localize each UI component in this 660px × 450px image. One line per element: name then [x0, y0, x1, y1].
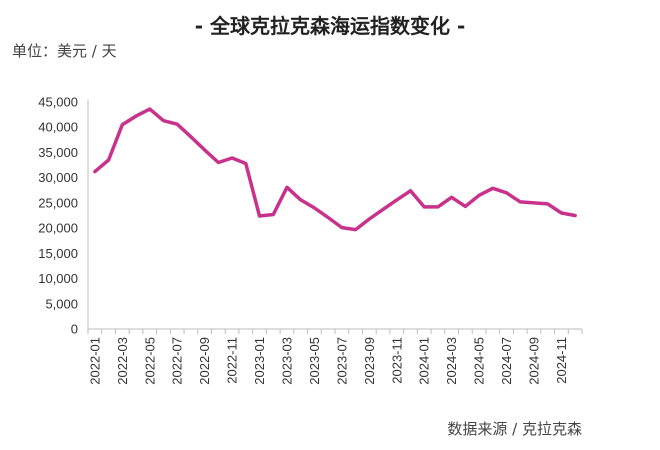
y-tick-label: 10,000 — [38, 271, 78, 286]
y-tick-label: 30,000 — [38, 170, 78, 185]
x-tick-label: 2022-01 — [87, 337, 102, 385]
unit-label: 单位：美元 / 天 — [12, 42, 117, 60]
x-tick-label: 2023-01 — [252, 337, 267, 385]
x-tick-label: 2024-03 — [444, 337, 459, 385]
x-tick-label: 2023-03 — [279, 337, 294, 385]
y-tick-label: 40,000 — [38, 120, 78, 135]
x-tick-label: 2024-11 — [554, 337, 569, 384]
series-line — [93, 107, 577, 232]
y-tick-label: 35,000 — [38, 145, 78, 160]
y-tick-label: 5,000 — [45, 296, 78, 311]
x-tick-label: 2022-07 — [170, 337, 185, 385]
series-layer — [93, 107, 577, 232]
data-source: 数据来源 / 克拉克森 — [447, 420, 582, 438]
chart-title: - 全球克拉克森海运指数变化 - — [194, 14, 466, 38]
x-tick-label: 2023-07 — [334, 337, 349, 385]
x-tick-label: 2023-09 — [362, 337, 377, 385]
x-tick-label: 2023-11 — [389, 337, 404, 384]
y-axis-ticks: 0 5,000 10,000 15,000 20,000 25,000 30,000 35,0… — [38, 95, 78, 337]
y-tick-label: 45,000 — [38, 95, 78, 110]
x-tick-label: 2022-11 — [225, 337, 240, 384]
y-tick-label: 25,000 — [38, 195, 78, 210]
x-tick-label: 2022-03 — [115, 337, 130, 385]
x-axis-ticks: 2022-01 2022-03 2022-05 2022-07 2022-09 2022-… — [87, 329, 583, 385]
x-tick-label: 2022-05 — [142, 337, 157, 385]
x-tick-label: 2024-01 — [417, 337, 432, 385]
y-tick-label: 20,000 — [38, 221, 78, 236]
x-tick-label: 2024-09 — [526, 337, 541, 385]
x-tick-label: 2022-09 — [197, 337, 212, 385]
y-tick-label: 15,000 — [38, 246, 78, 261]
x-tick-label: 2024-05 — [472, 337, 487, 385]
y-tick-label: 0 — [71, 322, 78, 337]
x-tick-label: 2024-07 — [499, 337, 514, 385]
x-tick-label: 2023-05 — [307, 337, 322, 385]
